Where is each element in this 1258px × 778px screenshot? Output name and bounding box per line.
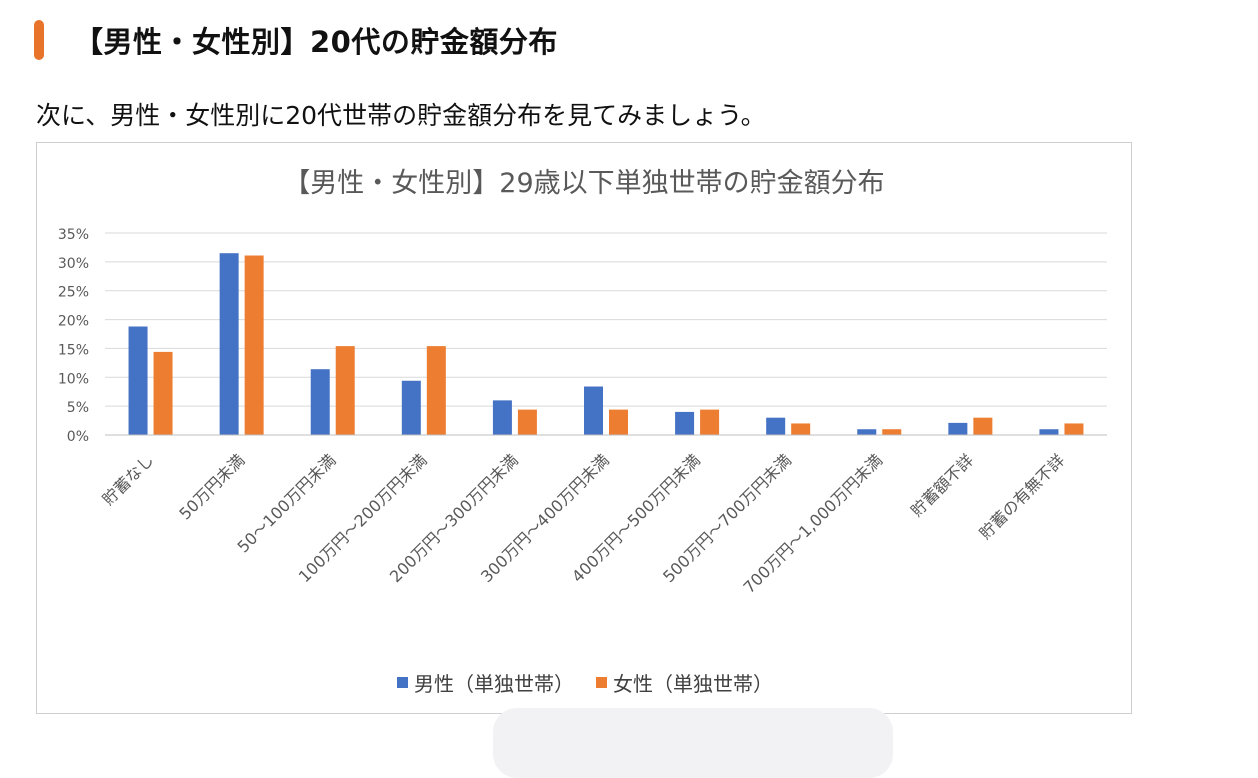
intro-text: 次に、男性・女性別に20代世帯の貯金額分布を見てみましょう。 [36, 101, 766, 130]
bar-male [675, 411, 695, 435]
bar-male [857, 429, 877, 435]
bottom-overlay [493, 708, 893, 778]
legend-item-female: 女性（単独世帯） [596, 668, 773, 697]
bar-male [1039, 429, 1059, 435]
bar-male [310, 369, 330, 435]
legend-item-male: 男性（単独世帯） [397, 668, 574, 697]
y-tick-label: 15% [58, 342, 89, 358]
bar-chart: 35% 30% 25% 20% 15% 10% 5% 0% 貯蓄なし 50万円未満50～100万円… [58, 227, 1107, 597]
bar-female [791, 423, 811, 435]
legend-label-male: 男性（単独世帯） [414, 672, 574, 696]
bar-male [766, 417, 786, 435]
bar-female [973, 417, 993, 435]
bar-female [882, 429, 902, 435]
x-category-label: 貯蓄の有無不詳 [976, 450, 1069, 543]
bar-female [244, 255, 264, 435]
y-tick-label: 0% [67, 429, 89, 445]
bar-female [700, 409, 720, 435]
heading-title: 【男性・女性別】20代の貯金額分布 [74, 25, 558, 59]
bar-female [1064, 423, 1084, 435]
bar-male [219, 253, 239, 435]
bar-male [948, 422, 968, 435]
bar-male [401, 380, 421, 435]
bar-male [584, 386, 603, 435]
x-category-label: 貯蓄なし [99, 450, 158, 509]
x-category-label: 50～100万円未満 [234, 450, 340, 556]
bar-male [128, 326, 148, 435]
bar-female [153, 351, 173, 435]
y-tick-label: 30% [58, 256, 89, 272]
heading-accent-bar [34, 20, 44, 60]
chart-container: 【男性・女性別】29歳以下単独世帯の貯金額分布 35% 30% 25% 20% 15% 1… [36, 142, 1132, 714]
x-category-label: 貯蓄額不詳 [907, 450, 977, 520]
bar-male [492, 400, 512, 435]
x-category-label: 50万円未満 [175, 450, 248, 523]
y-tick-label: 35% [58, 227, 89, 243]
chart-legend: 男性（単独世帯） 女性（単独世帯） [397, 668, 795, 697]
chart-title: 【男性・女性別】29歳以下単独世帯の貯金額分布 [283, 168, 885, 199]
bar-female [609, 409, 628, 435]
section-heading: 【男性・女性別】20代の貯金額分布 [34, 18, 558, 62]
y-tick-label: 5% [67, 400, 89, 416]
bar-female [335, 346, 355, 435]
legend-swatch-male [397, 677, 408, 688]
y-tick-label: 20% [58, 314, 89, 330]
y-tick-label: 25% [58, 285, 89, 301]
bar-female [517, 409, 537, 435]
bar-female [426, 346, 446, 435]
legend-label-female: 女性（単独世帯） [613, 672, 773, 696]
y-tick-label: 10% [58, 371, 89, 387]
legend-swatch-female [596, 677, 607, 688]
